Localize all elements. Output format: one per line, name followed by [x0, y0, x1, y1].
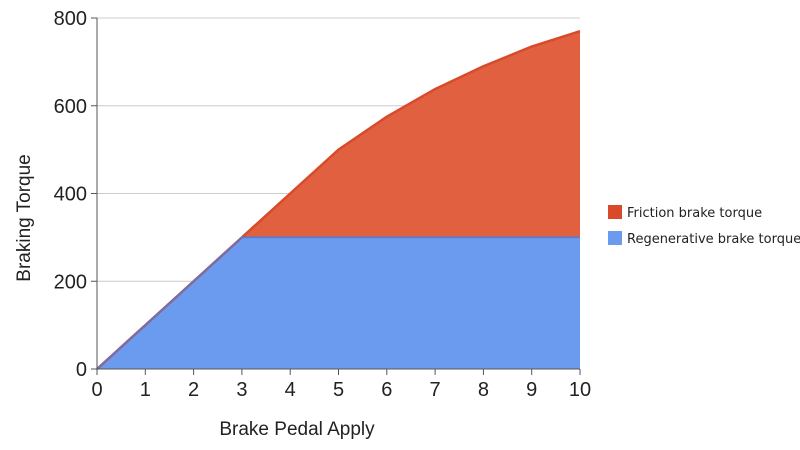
- x-tick-label-0: 0: [91, 379, 102, 401]
- legend-swatch-regenerative: [608, 231, 622, 245]
- x-tick-label-6: 6: [381, 379, 392, 401]
- area-regenerative-brake-torque: [97, 237, 580, 369]
- y-tick-label-4: 800: [54, 8, 87, 30]
- area-friction-brake-torque: [97, 31, 580, 369]
- x-tick-label-8: 8: [478, 379, 489, 401]
- y-tick-label-2: 400: [54, 184, 87, 206]
- legend: Friction brake torque Regenerative brake …: [608, 205, 800, 247]
- x-tick-label-1: 1: [140, 379, 151, 401]
- x-tick-labels: 0 1 2 3 4 5 6 7 8 9 10: [91, 369, 591, 401]
- y-tick-labels: 0 200 400 600 800: [54, 8, 97, 381]
- legend-swatch-friction: [608, 205, 622, 219]
- x-tick-label-9: 9: [526, 379, 537, 401]
- x-tick-label-4: 4: [285, 379, 296, 401]
- area-series: [96, 29, 581, 370]
- x-tick-label-7: 7: [430, 379, 441, 401]
- x-tick-label-5: 5: [333, 379, 344, 401]
- x-tick-label-10: 10: [569, 379, 591, 401]
- y-tick-label-1: 200: [54, 271, 87, 293]
- x-axis-label: Brake Pedal Apply: [219, 419, 375, 440]
- legend-label-friction: Friction brake torque: [627, 206, 762, 221]
- legend-label-regenerative: Regenerative brake torque: [627, 232, 800, 247]
- y-tick-label-3: 600: [54, 96, 87, 118]
- x-tick-label-3: 3: [236, 379, 247, 401]
- x-tick-label-2: 2: [188, 379, 199, 401]
- line-regenerative-brake-torque: [96, 236, 580, 370]
- y-tick-label-0: 0: [76, 359, 87, 381]
- y-axis-label: Braking Torque: [14, 154, 35, 281]
